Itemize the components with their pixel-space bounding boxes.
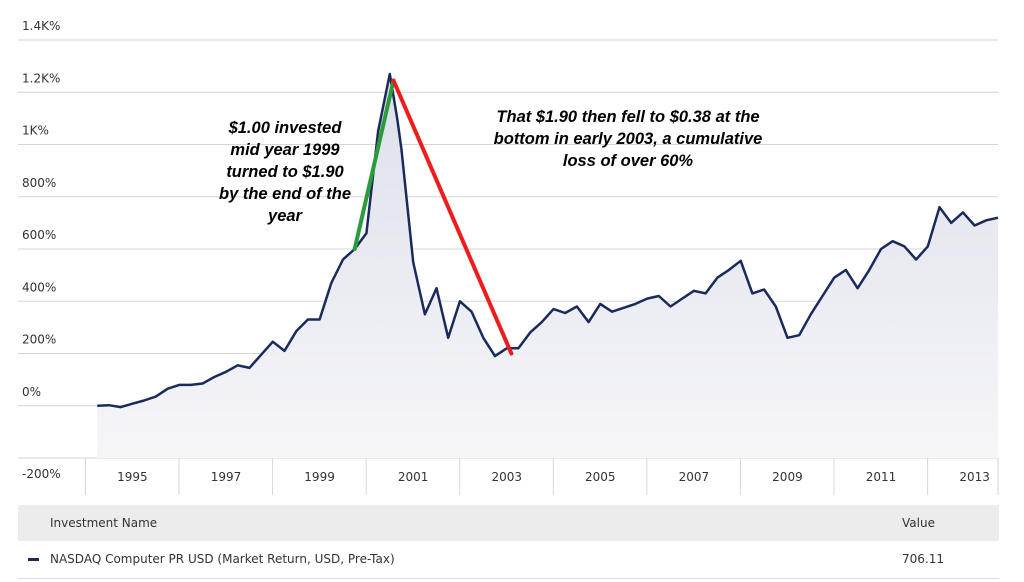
- y-tick-label: -200%: [22, 467, 61, 481]
- x-tick-label: 1997: [211, 470, 242, 484]
- y-tick-label: 1.2K%: [22, 71, 60, 85]
- annotations: $1.00 invested mid year 1999 turned to $1.…: [219, 78, 763, 356]
- series-swatch: [28, 558, 39, 561]
- legend-header: Investment Name Value: [18, 505, 999, 541]
- x-tick-label: 2009: [772, 470, 803, 484]
- annotation-fall-segment: [391, 78, 514, 356]
- series-line: [97, 72, 999, 409]
- legend-header-name: Investment Name: [50, 516, 158, 530]
- y-tick-label: 600%: [22, 228, 56, 242]
- legend-row-name: NASDAQ Computer PR USD (Market Return, U…: [50, 552, 395, 566]
- x-tick-label: 2013: [959, 470, 990, 484]
- series-area-fill: [97, 74, 999, 458]
- legend-table: Investment Name Value NASDAQ Computer PR…: [18, 505, 999, 579]
- annotation-fall-text: loss of over 60%: [563, 152, 694, 170]
- annotation-fall-text: That $1.90 then fell to $0.38 at the: [496, 108, 759, 126]
- x-tick-label: 2005: [585, 470, 616, 484]
- legend-row-value: 706.11: [902, 552, 944, 566]
- x-tick-label: 2007: [679, 470, 710, 484]
- x-tick-label: 2003: [491, 470, 522, 484]
- y-tick-label: 200%: [22, 333, 56, 347]
- legend-header-value: Value: [902, 516, 935, 530]
- y-tick-label: 800%: [22, 176, 56, 190]
- annotation-rise-segment: [352, 78, 396, 251]
- series-area: [97, 72, 999, 458]
- y-tick-label: 0%: [22, 385, 41, 399]
- x-tick-label: 2011: [866, 470, 897, 484]
- y-tick-label: 1K%: [22, 124, 49, 138]
- annotation-rise-text: year: [267, 207, 304, 225]
- y-axis-ticks: 1.4K% 1.2K% 1K% 800% 600% 400% 200% 0% -200%: [22, 19, 61, 481]
- x-tick-label: 2001: [398, 470, 429, 484]
- annotation-rise-text: $1.00 invested: [228, 119, 343, 137]
- x-tick-label: 1995: [117, 470, 148, 484]
- annotation-fall-text: bottom in early 2003, a cumulative: [494, 130, 763, 148]
- legend-row[interactable]: NASDAQ Computer PR USD (Market Return, U…: [18, 541, 999, 579]
- x-axis-ticks: 1995 1997 1999 2001 2003 2005 2007 2009 2011 2013: [117, 470, 990, 484]
- annotation-rise-text: turned to $1.90: [226, 163, 344, 181]
- annotation-rise-text: by the end of the: [219, 185, 351, 203]
- y-tick-label: 400%: [22, 280, 56, 294]
- chart: 1.4K% 1.2K% 1K% 800% 600% 400% 200% 0% -200% 199…: [18, 19, 999, 495]
- x-tick-label: 1999: [304, 470, 335, 484]
- annotation-rise-text: mid year 1999: [230, 141, 340, 159]
- y-tick-label: 1.4K%: [22, 19, 60, 33]
